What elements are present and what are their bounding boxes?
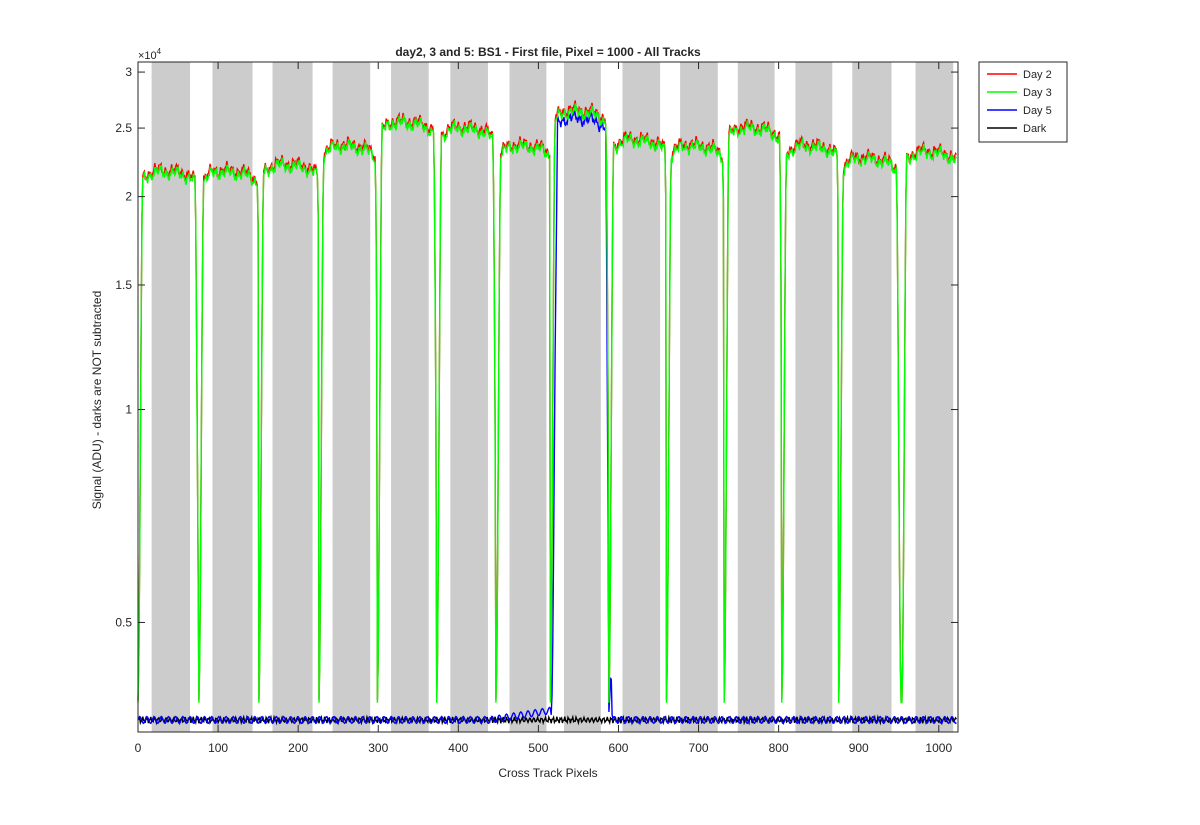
x-axis-label: Cross Track Pixels [498,766,597,780]
y-exponent-base: ×10 [138,50,157,62]
y-tick-label: 0.5 [115,615,132,629]
y-axis-exponent: ×104 [138,47,162,62]
x-tick-label: 400 [448,741,468,755]
shaded-band [332,62,371,732]
x-tick-label: 500 [528,741,548,755]
y-tick-label: 1.5 [115,278,132,292]
shaded-band [852,62,892,732]
y-tick-label: 2 [125,190,132,204]
y-tick-label: 2.5 [115,121,132,135]
legend-label: Day 2 [1023,69,1052,81]
shaded-band [622,62,661,732]
series-line-4 [137,714,957,726]
x-tick-label: 200 [288,741,308,755]
shaded-band [509,62,547,732]
y-exponent-power: 4 [157,47,162,56]
series-lines [137,100,958,726]
x-axis-ticks: 0 100 200 300 400 500 600 700 800 900 1000 [135,62,952,755]
x-tick-label: 700 [689,741,709,755]
y-axis-label: Signal (ADU) - darks are NOT subtracted [90,291,104,510]
legend-label: Day 5 [1023,105,1052,117]
plot-area-border [137,61,959,733]
x-tick-label: 100 [208,741,228,755]
legend-label: Dark [1023,123,1047,135]
shaded-band [450,62,488,732]
x-tick-label: 900 [849,741,869,755]
legend-label: Day 3 [1023,87,1052,99]
shaded-band [391,62,429,732]
x-tick-label: 800 [769,741,789,755]
x-tick-label: 0 [135,741,142,755]
shaded-band [680,62,718,732]
legend: Day 2 Day 3 Day 5 Dark [978,61,1068,143]
y-axis-ticks: 0.5 1 1.5 2 2.5 3 [115,65,958,629]
shaded-band [737,62,775,732]
chart-title: day2, 3 and 5: BS1 - First file, Pixel =… [395,45,701,59]
x-tick-label: 300 [368,741,388,755]
series-line-2 [137,103,958,704]
y-tick-label: 3 [125,65,132,79]
shaded-band [795,62,833,732]
shaded-band [212,62,253,732]
shaded-band [915,62,954,732]
shaded-band [151,62,191,732]
y-tick-label: 1 [125,403,132,417]
series-line-3 [137,109,957,725]
x-tick-label: 600 [608,741,628,755]
x-tick-label: 1000 [925,741,952,755]
shaded-band [564,62,601,732]
